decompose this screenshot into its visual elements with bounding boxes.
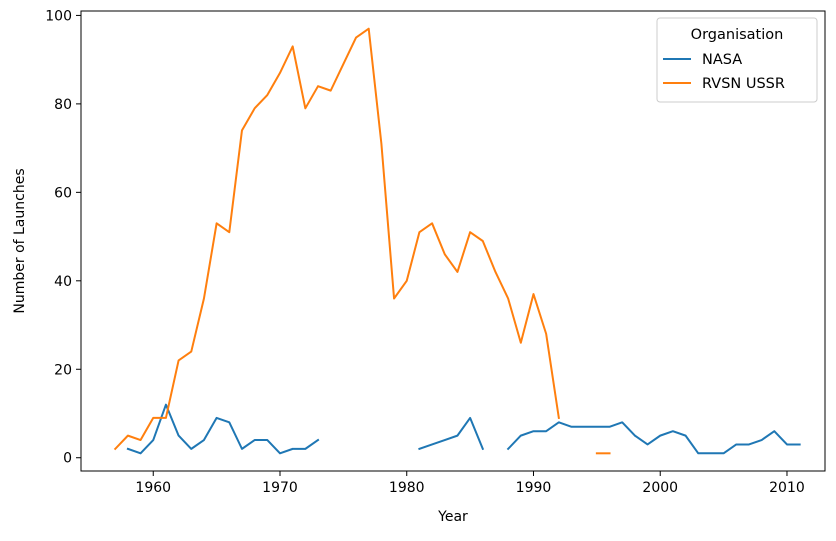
x-tick-label: 2010 xyxy=(769,480,805,496)
y-tick-label: 80 xyxy=(54,97,72,113)
x-tick-label: 1980 xyxy=(389,480,425,496)
legend: Organisation NASA RVSN USSR xyxy=(656,17,818,103)
series-line-nasa-segment-0 xyxy=(126,403,320,455)
x-tick-label: 1960 xyxy=(135,480,171,496)
y-axis-ticks: 0 20 40 60 80 100 xyxy=(45,8,81,467)
series-line-rvsn-ussr-segment-0 xyxy=(113,27,560,451)
legend-title: Organisation xyxy=(691,27,784,43)
legend-label-rvsn-ussr: RVSN USSR xyxy=(702,76,785,92)
legend-items: NASA RVSN USSR xyxy=(663,52,785,92)
x-tick-label: 2000 xyxy=(642,480,678,496)
x-axis-label: Year xyxy=(437,509,468,525)
y-tick-label: 0 xyxy=(63,451,72,467)
legend-label-nasa: NASA xyxy=(702,52,742,68)
y-tick-label: 40 xyxy=(54,274,72,290)
series-line-nasa-segment-1 xyxy=(418,416,485,451)
legend-box xyxy=(656,17,818,103)
y-tick-label: 60 xyxy=(54,185,72,201)
y-tick-label: 100 xyxy=(45,8,72,24)
y-tick-label: 20 xyxy=(54,362,72,378)
plot-area xyxy=(80,10,826,472)
series-line-nasa-segment-2 xyxy=(506,421,801,455)
x-tick-label: 1970 xyxy=(262,480,298,496)
x-tick-label: 1990 xyxy=(516,480,552,496)
y-axis-label: Number of Launches xyxy=(12,168,28,313)
x-axis-ticks: 1960 1970 1980 1990 2000 2010 xyxy=(135,471,805,496)
series-layer xyxy=(113,27,801,455)
